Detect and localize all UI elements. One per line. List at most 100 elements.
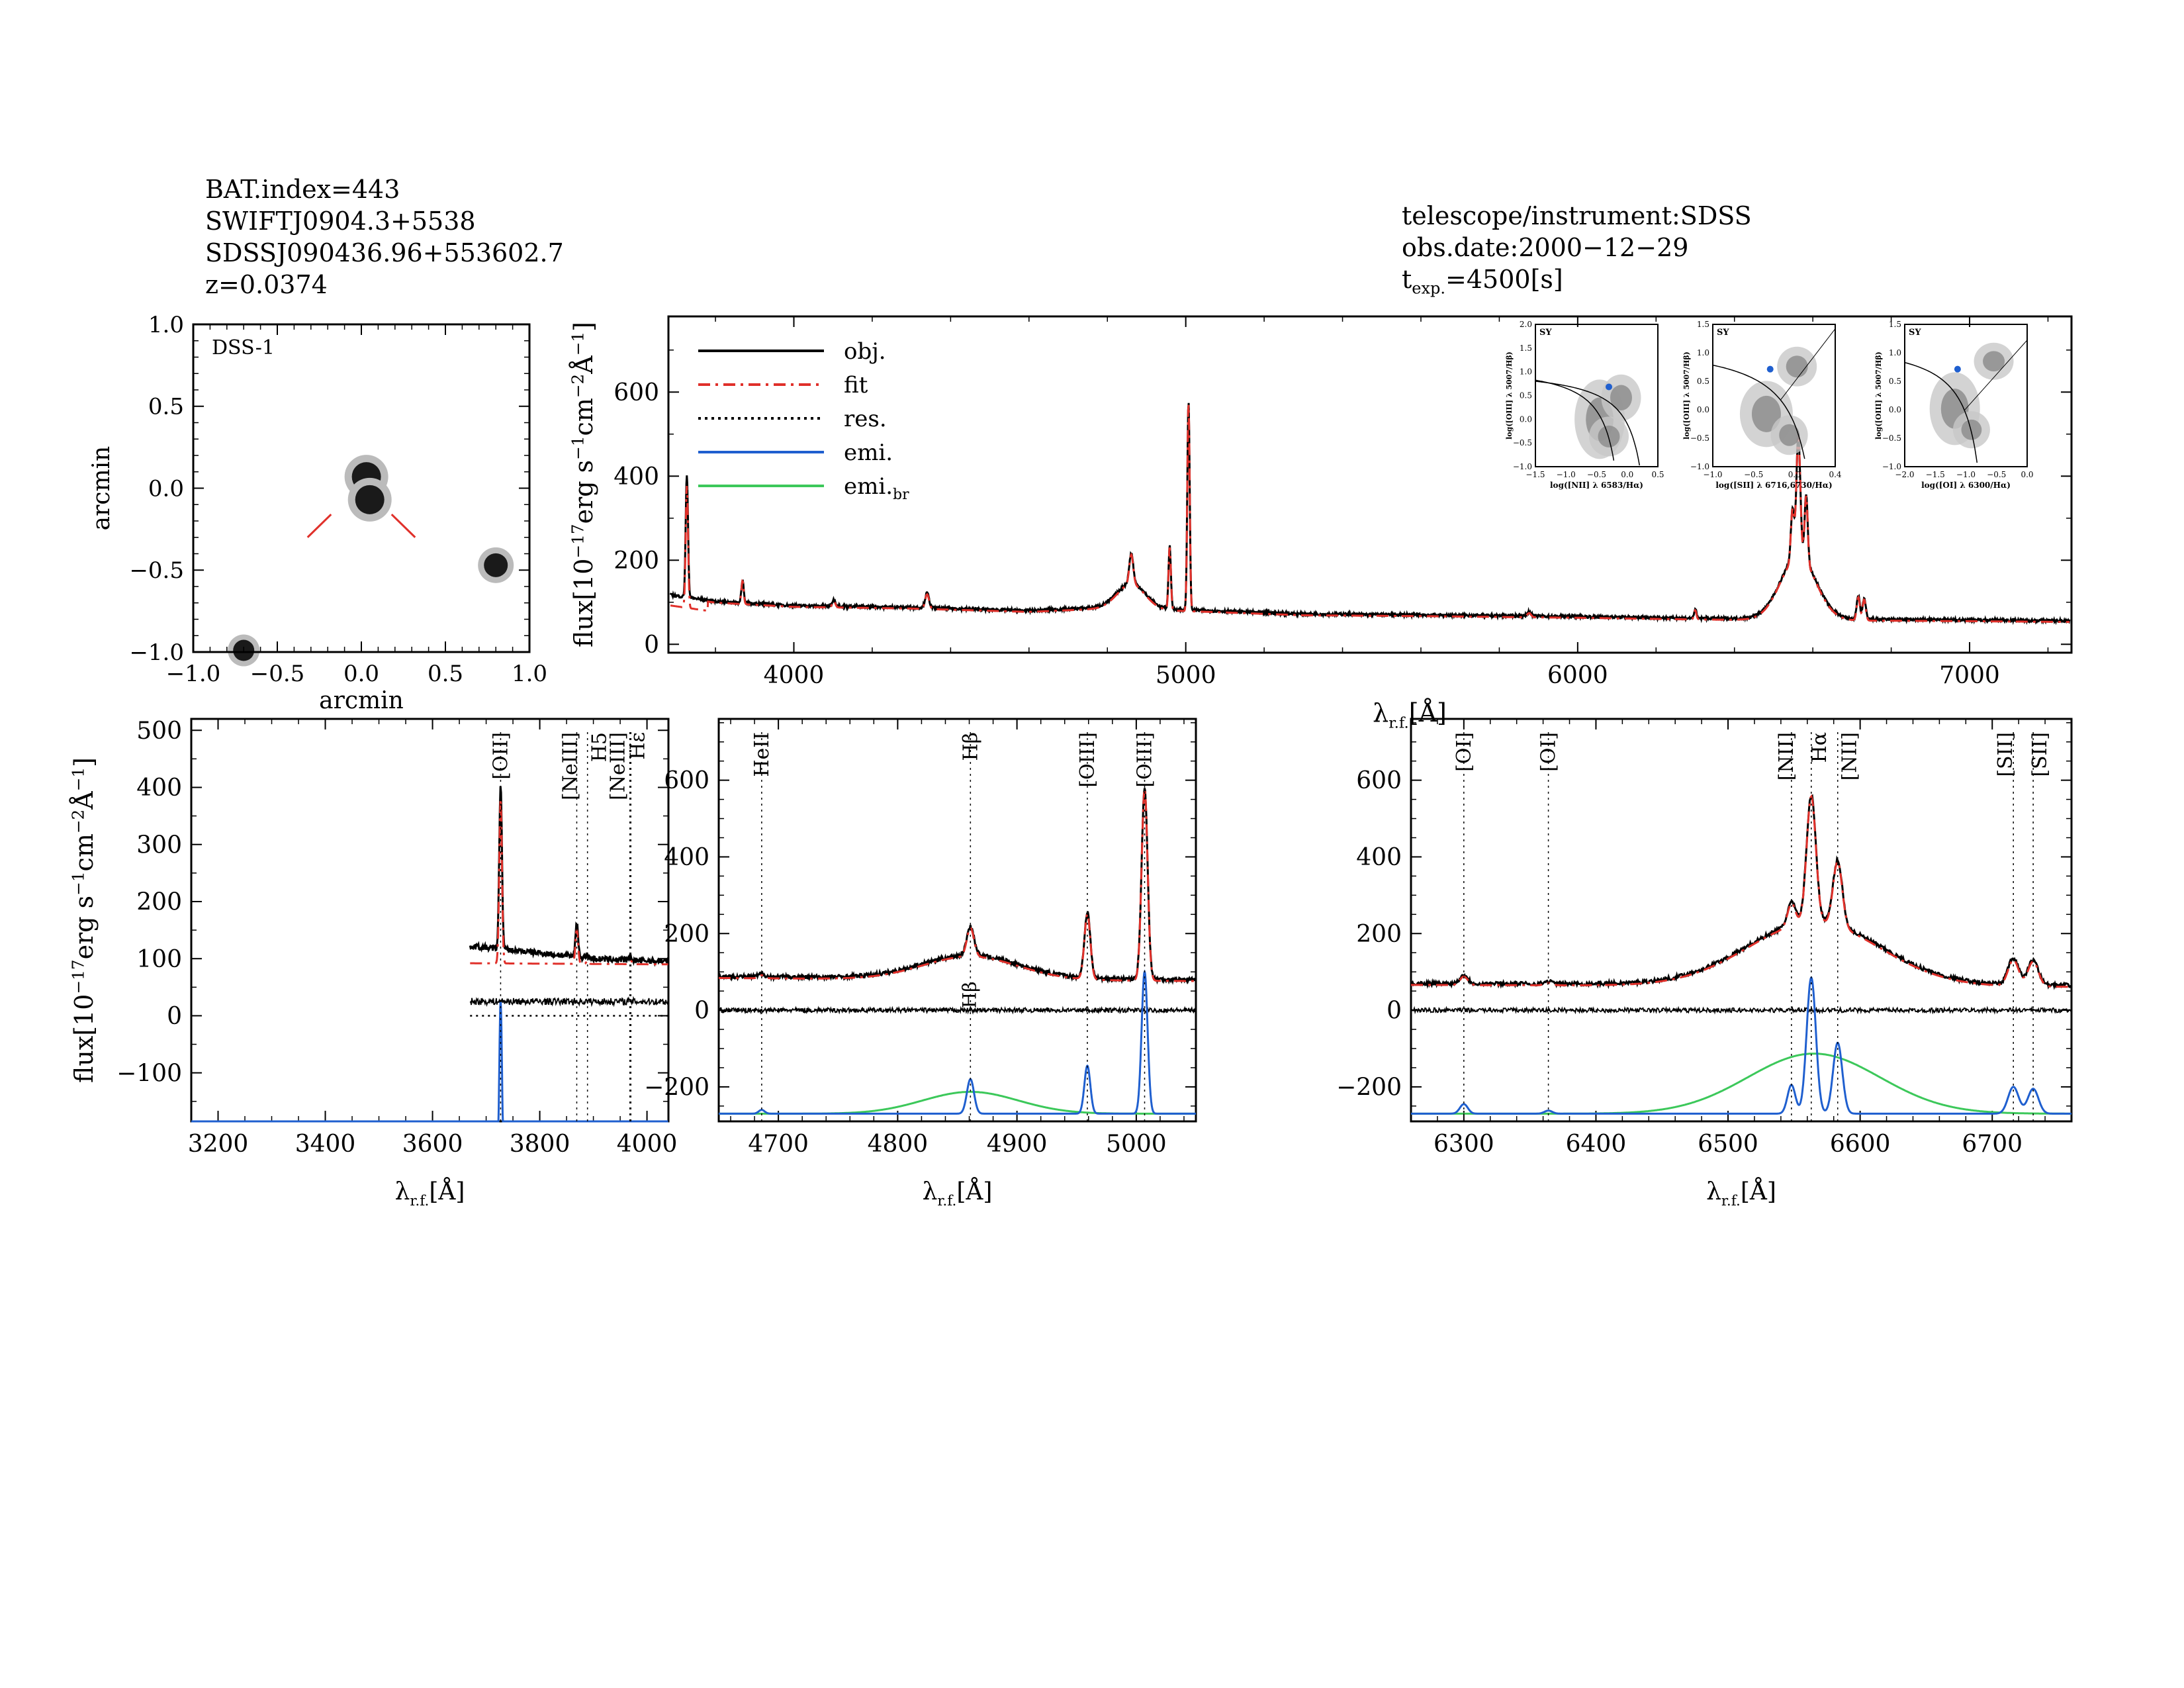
bpt-x-tick-label: 0.0 [2021,470,2033,479]
x-axis-label: λr.f.[Å] [1373,698,1447,732]
y-tick-label: 0 [644,632,659,659]
legend-label-sub: br [893,487,909,503]
y-tick-label: 100 [136,946,182,973]
residual-spectrum [469,996,669,1008]
y-tick-label: 400 [136,774,182,802]
density-core [1961,419,1982,440]
density-core [1983,351,2005,372]
axes-frame [667,315,2073,654]
line-label: [OI] [1453,732,1476,772]
y-tick-label: 0 [694,998,709,1025]
residual-spectrum [1410,1006,2072,1015]
y-label-part: erg s [569,460,598,524]
demarcation-curve [1904,361,1978,463]
x-tick-label: 4700 [748,1131,809,1158]
bpt-class-tag: SY [1539,328,1552,338]
hbeta-zoom-panel: 4700 4800 4900 5000 −200 0 200 400 600 HeII Hβ [OII… [644,718,1197,1209]
bpt-x-tick-label: −2.0 [1895,470,1914,479]
x-tick-label: 3200 [188,1131,249,1158]
y-tick-label: 400 [664,844,709,871]
bpt-x-tick-label: 0.0 [1621,470,1633,479]
bpt-y-tick-label: 1.5 [1889,320,1901,329]
bpt-y-tick-label: 0.0 [1889,405,1901,414]
bpt-x-label: log([NII] λ 6583/Hα) [1550,481,1643,490]
bpt-y-tick-label: 1.0 [1889,348,1901,357]
y-tick-label: 500 [136,718,182,745]
legend-label-3: emi. [844,440,893,466]
y-label-part: flux[10 [69,994,99,1083]
y-tick-label: −200 [644,1074,709,1101]
y-tick-label: 200 [136,889,182,916]
x-label-sub: r.f. [1388,715,1409,732]
x-axis-label: λr.f.[Å] [1706,1178,1776,1209]
y-tick-label: 0.5 [148,394,184,420]
legend-label-1: fit [844,372,868,399]
y-tick-label: −0.5 [129,557,184,584]
bpt-y-tick-label: −0.5 [1882,434,1901,443]
density-core [1610,385,1632,411]
broad-emission-component [1411,1053,2071,1115]
bpt-frame [1904,324,2028,467]
bpt-class-tag: SY [1717,328,1729,338]
bpt-y-tick-label: −0.5 [1690,434,1709,443]
density-core [1751,395,1781,432]
object-point [1954,365,1961,373]
y-tick-label: 200 [1356,921,1402,948]
line-label: [NeIII] [559,732,582,800]
x-tick-label: 0.5 [428,661,463,687]
x-axis-label: λr.f.[Å] [923,1178,993,1209]
swift-name: SWIFTJ0904.3+5538 [205,207,476,236]
y-tick-label: −200 [1336,1074,1402,1101]
x-tick-label: 6000 [1547,662,1608,689]
line-label: Hβ [959,732,982,761]
x-label-lambda: λ [923,1178,938,1205]
x-tick-label: 1.0 [512,661,547,687]
x-tick-label: 6600 [1830,1131,1891,1158]
y-tick-label: 400 [614,463,659,491]
exposure-time: texp.=4500[s] [1402,265,1563,298]
line-label: Hα [1808,732,1831,763]
y-tick-label: 200 [664,921,709,948]
bpt-y-tick-label: 2.0 [1520,320,1532,329]
legend-label-text: obj. [844,338,886,365]
bpt-class-tag: SY [1909,328,1921,338]
y-label-exponent: −17 [569,524,588,558]
target-marker [306,514,332,538]
axes-frame [190,718,670,1123]
y-label-part: ] [569,322,598,332]
x-label-lambda: λ [1706,1178,1721,1205]
x-tick-label: 5000 [1156,662,1216,689]
fit-spectrum [1411,794,2071,988]
y-tick-label: 1.0 [148,312,184,338]
x-tick-label: 6300 [1433,1131,1494,1158]
halpha-zoom-panel: 6300 6400 6500 6600 6700 −200 0 200 400 600 [OI] [O… [1336,718,2073,1209]
line-label: [OII] [489,732,512,780]
x-tick-label: 3800 [510,1131,570,1158]
x-label-unit: [Å] [429,1178,465,1205]
demarcation-curve [1535,379,1615,461]
x-label-lambda: λ [395,1178,410,1205]
x-tick-label: 5000 [1106,1131,1167,1158]
legend-label-text: emi. [844,473,893,500]
source [355,485,385,514]
bpt-y-tick-label: 1.0 [1520,367,1532,377]
residual-spectrum [718,1006,1197,1015]
x-tick-label: 4900 [987,1131,1048,1158]
y-tick-label: 600 [1356,767,1402,794]
dss-image-panel: −1.0 −0.5 0.0 0.5 1.0 1.0 0.5 0.0 −0.5 −1.0 DSS-1 a… [88,312,547,714]
object-point [1766,365,1774,373]
y-label-part: Å [569,355,598,375]
bpt-y-tick-label: 1.5 [1697,320,1709,329]
y-label-exponent: −17 [69,959,88,994]
line-label: [NeIII] [607,732,630,800]
x-tick-label: 0.0 [343,661,379,687]
x-axis-label: λr.f.[Å] [395,1178,465,1209]
y-tick-label: 200 [614,547,659,575]
density-core [1598,425,1620,447]
y-tick-label: 400 [1356,844,1402,871]
obs-date: obs.date:2000−12−29 [1402,233,1689,262]
y-tick-label: 0 [1387,998,1402,1025]
bpt-x-tick-label: 0.5 [1651,470,1664,479]
